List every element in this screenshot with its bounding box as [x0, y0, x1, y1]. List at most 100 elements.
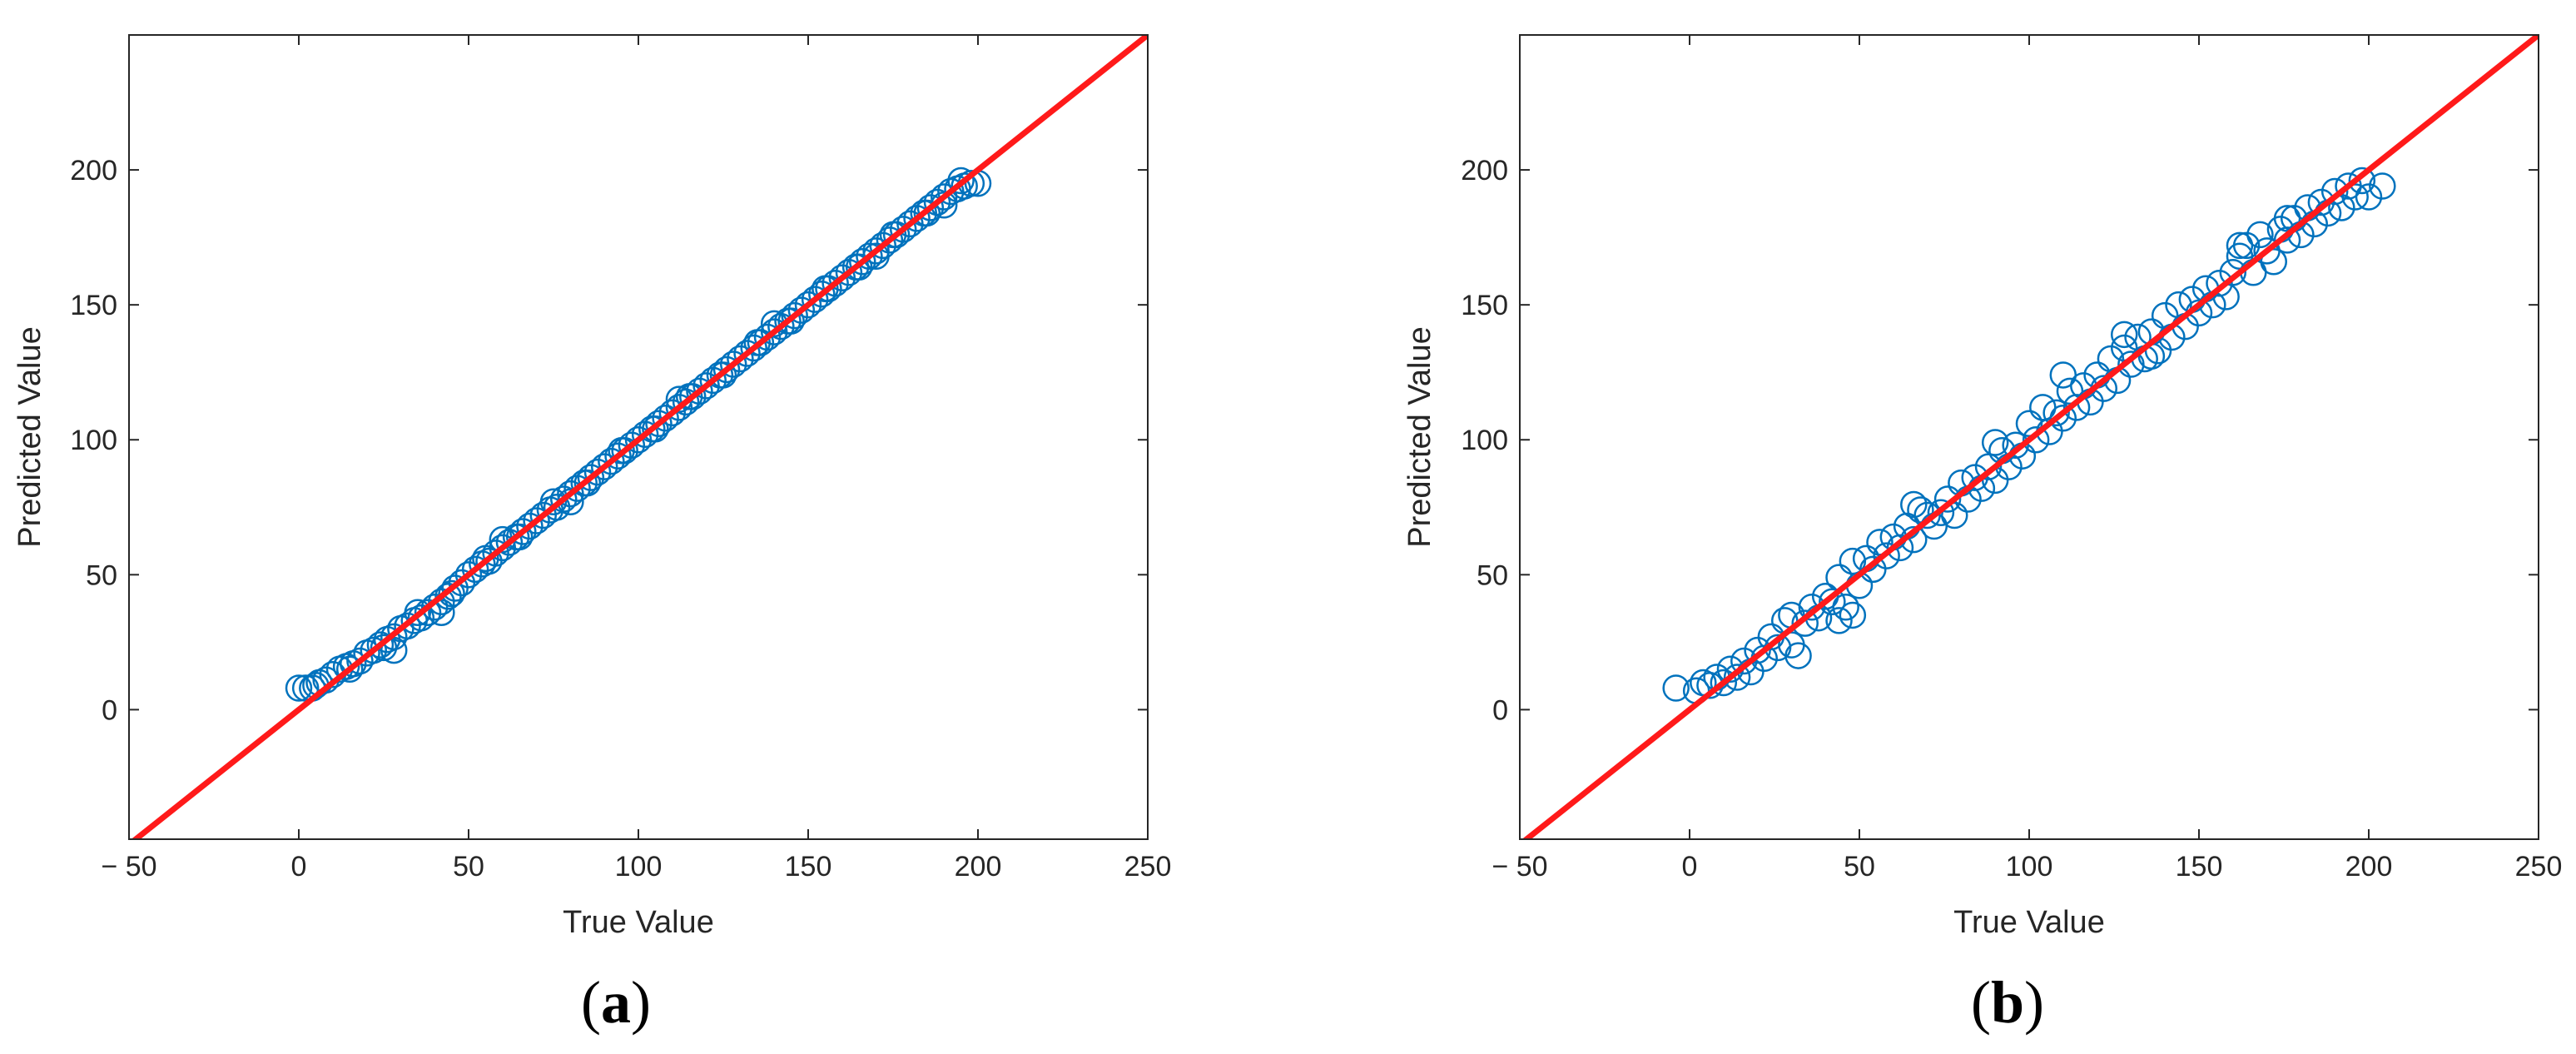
x-tick-label-b: 250 — [2515, 851, 2563, 882]
x-axis-label-b: True Value — [1953, 905, 2105, 940]
scatter-point-b — [2117, 351, 2145, 378]
scatter-point-b — [1839, 547, 1867, 575]
axis-tick-labels-b: − 50 0 50 100 150 200 250 0 50 100 150 200 — [1461, 155, 2562, 882]
scatter-point-a — [740, 334, 767, 362]
scatter-point-a — [428, 588, 455, 615]
scatter-point-b — [1791, 609, 1819, 637]
y-tick-label-a: 100 — [70, 425, 117, 456]
x-tick-label-a: 150 — [785, 851, 832, 882]
scatter-point-a — [539, 488, 568, 516]
scatter-point-b — [1662, 674, 1690, 702]
scatter-point-b — [1819, 588, 1846, 615]
scatter-point-b — [2206, 269, 2233, 297]
y-tick-label-b: 150 — [1461, 290, 1508, 321]
panel-label-b: (b) — [1971, 969, 2044, 1036]
x-tick-label-b: 150 — [2176, 851, 2223, 882]
y-tick-label-b: 50 — [1477, 559, 1508, 591]
scatter-point-a — [719, 351, 747, 378]
scatter-point-a — [573, 469, 602, 497]
scatter-point-b — [1839, 601, 1867, 629]
scatter-point-a — [285, 674, 313, 702]
scatter-point-b — [2226, 231, 2254, 260]
scatter-point-a — [608, 436, 635, 465]
scatter-point-b — [2232, 231, 2261, 260]
scatter-point-b — [1981, 429, 2009, 456]
y-tick-label-b: 0 — [1492, 694, 1508, 726]
scatter-point-b — [1832, 593, 1859, 621]
scatter-point-b — [1723, 664, 1751, 691]
scatter-point-b — [1933, 485, 1962, 513]
scatter-point-b — [2369, 172, 2396, 200]
scatter-point-a — [777, 307, 805, 335]
y-tick-label-a: 50 — [86, 559, 117, 591]
x-tick-label-b: 50 — [1844, 851, 1875, 882]
scatter-point-b — [2273, 226, 2301, 254]
scatter-point-b — [2049, 361, 2077, 389]
scatter-point-b — [2219, 259, 2247, 286]
scatter-point-a — [787, 296, 816, 324]
scatter-point-a — [414, 599, 442, 626]
x-tick-label-b: 100 — [2006, 851, 2053, 882]
scatter-point-a — [849, 248, 876, 276]
scatter-point-a — [733, 340, 761, 367]
scatter-point-a — [727, 345, 754, 373]
scatter-point-b — [2110, 321, 2138, 349]
scatter-point-b — [1927, 499, 1955, 527]
reference-line-a — [131, 35, 1148, 839]
scatter-point-b — [1744, 636, 1771, 664]
reference-line-b — [1521, 35, 2539, 839]
scatter-point-a — [475, 547, 503, 575]
scatter-point-a — [862, 237, 890, 265]
scatter-point-a — [712, 355, 741, 384]
scatter-point-a — [407, 604, 435, 632]
scatter-point-a — [916, 194, 945, 221]
scatter-point-a — [675, 383, 703, 410]
scatter-point-a — [812, 275, 839, 302]
scatter-point-b — [2042, 399, 2070, 427]
scatter-point-a — [590, 453, 618, 480]
y-tick-label-b: 200 — [1461, 155, 1508, 186]
scatter-point-a — [346, 647, 374, 675]
scatter-point-b — [1900, 490, 1928, 519]
axis-tick-labels-a: − 50 0 50 100 150 200 250 0 50 100 150 200 — [70, 155, 1171, 882]
scatter-point-a — [448, 569, 476, 597]
scatter-point-b — [1710, 669, 1738, 697]
y-axis-label-b: Predicted Value — [1402, 326, 1437, 547]
y-tick-label-b: 100 — [1461, 425, 1508, 456]
scatter-point-a — [794, 291, 822, 319]
scatter-point-a — [505, 523, 534, 551]
scatter-point-a — [543, 494, 571, 521]
y-tick-label-a: 200 — [70, 155, 117, 186]
x-tick-label-a: 50 — [453, 851, 484, 882]
scatter-point-b — [2022, 425, 2050, 454]
scatter-point-a — [808, 280, 836, 308]
scatter-point-a — [523, 507, 550, 534]
axis-ticks-a — [128, 35, 1149, 839]
scatter-point-b — [1859, 555, 1887, 584]
y-axis-label-a: Predicted Value — [12, 326, 47, 547]
scatter-point-a — [420, 593, 449, 621]
scatter-point-a — [380, 623, 408, 651]
scatter-point-b — [2355, 183, 2383, 211]
scatter-point-a — [652, 405, 679, 432]
scatter-point-a — [781, 301, 808, 330]
scatter-point-a — [862, 242, 890, 271]
scatter-point-a — [454, 561, 483, 589]
x-tick-label-a: 0 — [291, 851, 307, 882]
scatter-point-a — [434, 583, 462, 610]
scatter-point-a — [516, 512, 543, 540]
scatter-point-b — [1784, 642, 1812, 669]
scatter-point-a — [604, 442, 632, 470]
scatter-point-b — [1974, 453, 2003, 480]
chart-panel-a: − 50 0 50 100 150 200 250 0 50 100 150 200 True Val… — [12, 34, 1171, 1036]
scatter-point-a — [913, 199, 941, 227]
scatter-point-a — [441, 574, 469, 602]
scatter-point-a — [404, 599, 432, 626]
scatter-point-a — [394, 612, 421, 640]
scatter-point-b — [1873, 542, 1900, 569]
scatter-point-a — [335, 655, 364, 684]
scatter-point-a — [947, 167, 975, 195]
scatter-point-a — [583, 458, 612, 486]
scatter-point-a — [366, 631, 395, 659]
x-tick-label-a: 100 — [615, 851, 663, 882]
